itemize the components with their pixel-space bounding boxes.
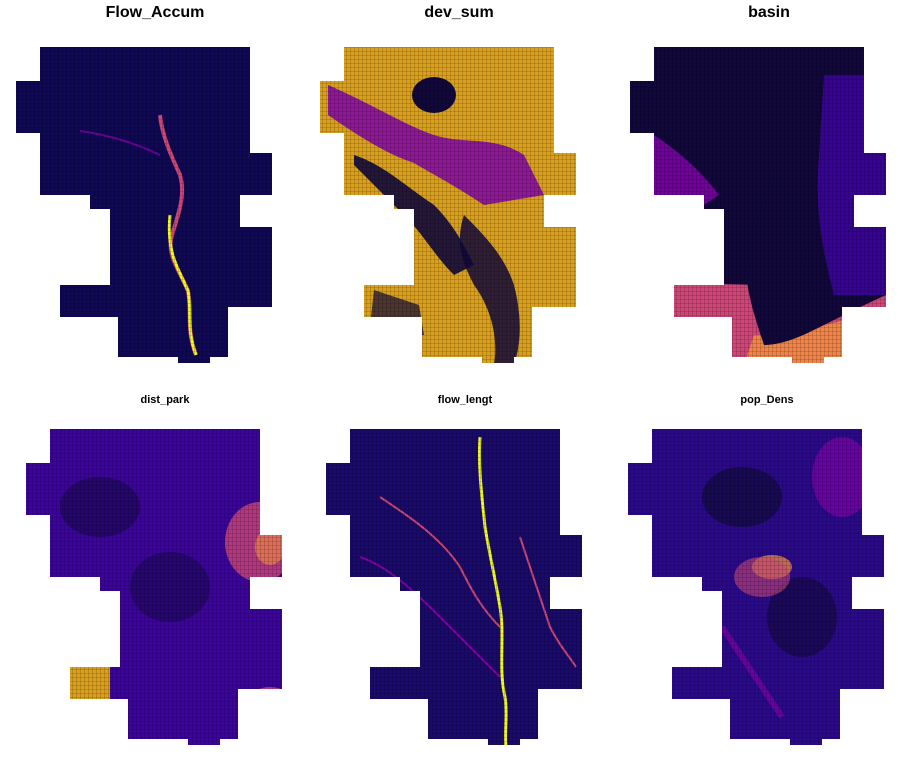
map-dist-park (26, 429, 282, 745)
panel-title: flow_lengt (437, 394, 493, 406)
map-flow-accum (16, 47, 272, 363)
map-dev-sum (320, 47, 576, 363)
panel-title: dev_sum (424, 4, 494, 21)
panel-pop-dens: pop_Dens (622, 390, 912, 757)
panel-title: basin (748, 4, 790, 21)
panel-title: Flow_Accum (105, 4, 205, 21)
panel-dist-park: dist_park (20, 390, 310, 757)
panel-basin: basin (624, 0, 914, 375)
map-flow-lengt (326, 429, 582, 745)
map-pop-dens (628, 429, 884, 745)
panel-title: pop_Dens (740, 394, 794, 406)
panel-flow-accum: Flow_Accum (10, 0, 300, 375)
map-basin (630, 47, 886, 363)
panel-dev-sum: dev_sum (314, 0, 604, 375)
panel-flow-lengt: flow_lengt (320, 390, 610, 757)
panel-title: dist_park (140, 394, 190, 406)
